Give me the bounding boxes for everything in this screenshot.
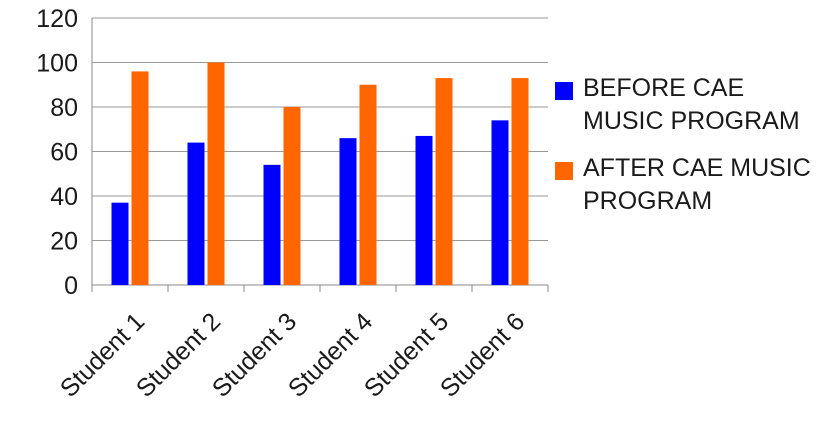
bar-before bbox=[111, 202, 129, 285]
legend-swatch-before bbox=[555, 82, 573, 100]
legend-item-before: BEFORE CAE MUSIC PROGRAM bbox=[555, 72, 825, 138]
legend: BEFORE CAE MUSIC PROGRAM AFTER CAE MUSIC… bbox=[555, 72, 825, 232]
legend-item-after: AFTER CAE MUSIC PROGRAM bbox=[555, 152, 825, 218]
y-tick-label: 100 bbox=[36, 50, 78, 78]
bar-before bbox=[187, 142, 205, 285]
bar-after bbox=[207, 62, 225, 285]
bar-before bbox=[339, 138, 357, 285]
legend-swatch-after bbox=[555, 162, 573, 180]
bar-before bbox=[263, 164, 281, 285]
bar-after bbox=[283, 107, 301, 285]
bars bbox=[111, 62, 529, 286]
y-tick-label: 0 bbox=[64, 272, 78, 300]
axes bbox=[91, 18, 549, 292]
legend-label-after: AFTER CAE MUSIC PROGRAM bbox=[583, 154, 811, 215]
y-tick-label: 80 bbox=[50, 94, 78, 122]
y-tick-label: 20 bbox=[50, 228, 78, 256]
bar-after bbox=[511, 78, 529, 285]
bar-before bbox=[491, 120, 509, 285]
gridlines bbox=[92, 17, 548, 241]
y-tick-label: 120 bbox=[36, 5, 78, 33]
bar-after bbox=[359, 84, 377, 285]
x-tick-label: Student 6 bbox=[435, 307, 530, 402]
legend-label-before: BEFORE CAE MUSIC PROGRAM bbox=[583, 74, 800, 135]
y-tick-label: 40 bbox=[50, 183, 78, 211]
bar-after bbox=[131, 71, 149, 286]
bar-before bbox=[415, 135, 433, 285]
y-tick-label: 60 bbox=[50, 139, 78, 167]
bar-after bbox=[435, 78, 453, 285]
